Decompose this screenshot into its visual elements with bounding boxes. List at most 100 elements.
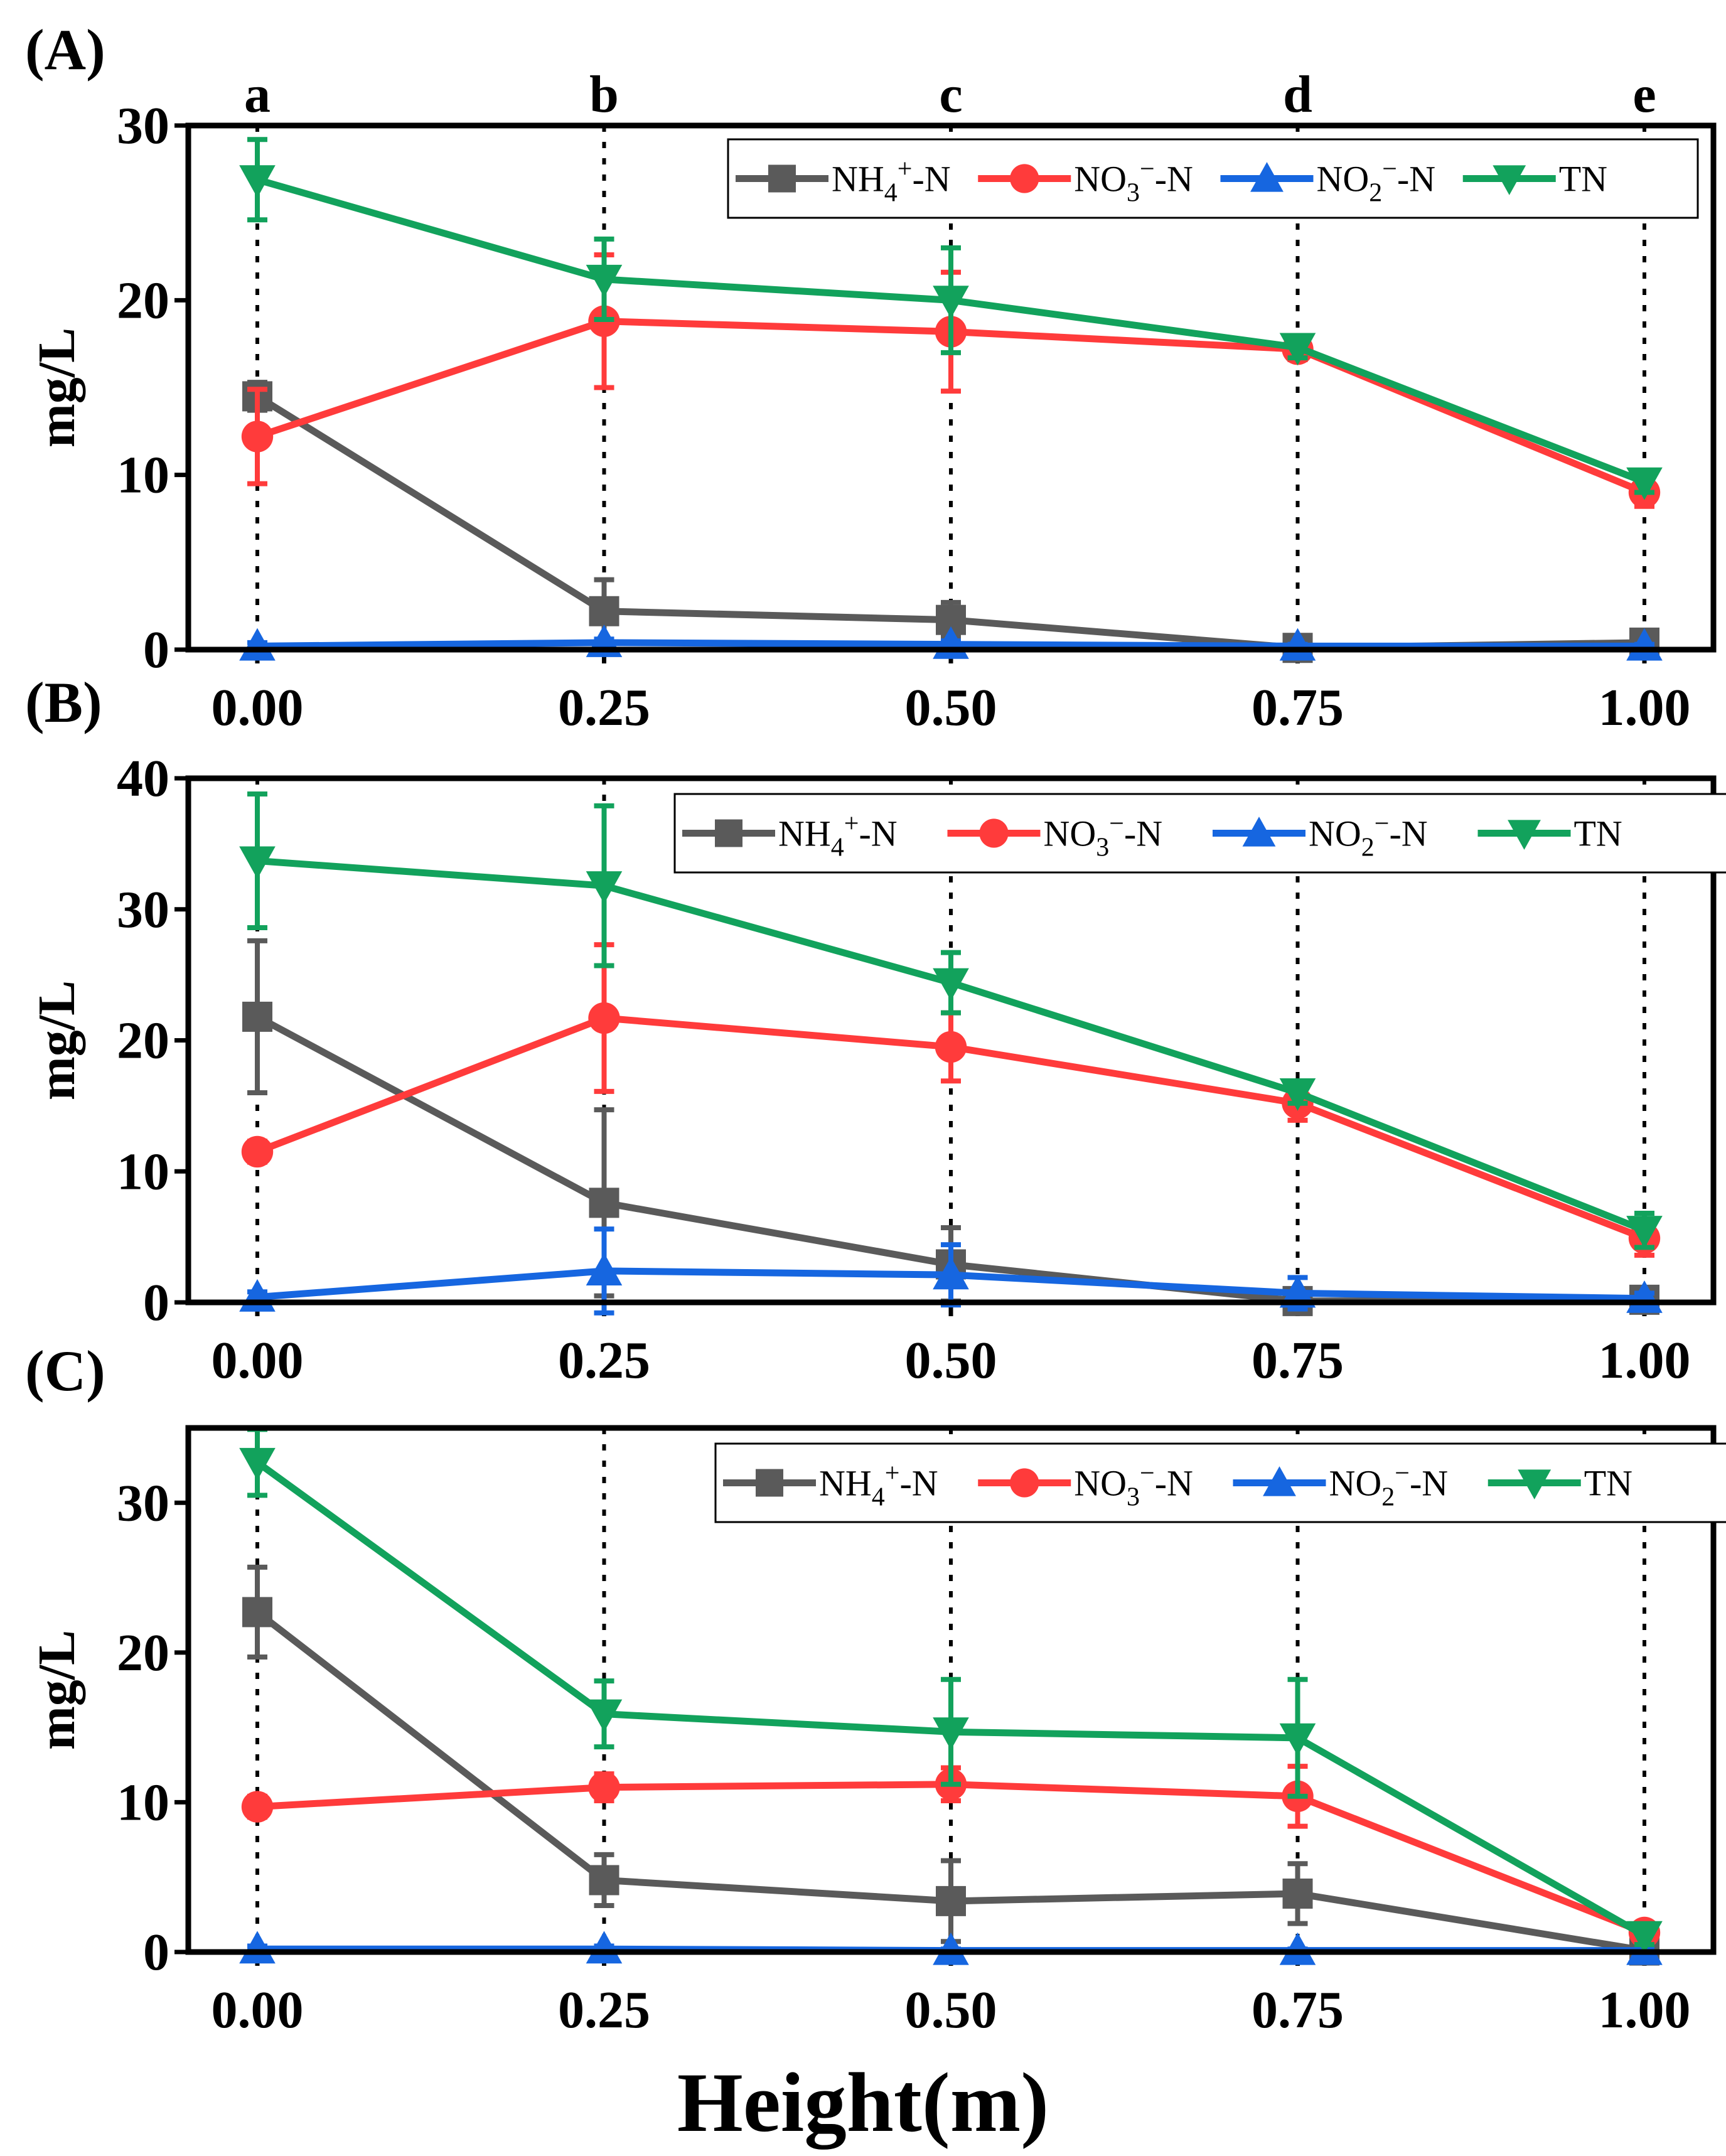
legend-label: NO3−-N bbox=[1074, 155, 1193, 208]
y-tick-label: 30 bbox=[117, 1474, 169, 1532]
data-point-no3 bbox=[241, 421, 274, 453]
legend-entry-tn: TN bbox=[1477, 813, 1622, 854]
legend-marker bbox=[1250, 162, 1284, 192]
position-label: d bbox=[1283, 65, 1312, 124]
data-point-tn bbox=[586, 264, 623, 298]
y-axis-title: mg/L bbox=[28, 328, 86, 448]
panel-label: (C) bbox=[25, 1339, 105, 1403]
legend: NH4+-N NO3−-N NO2−-N TN bbox=[727, 138, 1699, 219]
series-tn bbox=[239, 791, 1663, 1250]
legend-entry-no2: NO2−-N bbox=[1213, 810, 1428, 862]
data-point-tn bbox=[1626, 1216, 1663, 1248]
data-point-no2 bbox=[1279, 1932, 1316, 1965]
y-axis-title: mg/L bbox=[28, 1630, 86, 1750]
data-point-tn bbox=[239, 846, 276, 879]
legend-label: NH4+-N bbox=[819, 1459, 938, 1512]
data-point-no2 bbox=[1279, 628, 1316, 661]
position-label: e bbox=[1632, 65, 1656, 124]
panel-c: (C) 0 10 20 30 0.00 0.25 0.50 0.75 1.00 mg/L NH4+-N… bbox=[25, 1339, 1726, 2039]
legend-marker bbox=[979, 818, 1009, 848]
y-tick-label: 30 bbox=[117, 881, 169, 939]
x-tick-label: 0.75 bbox=[1252, 678, 1344, 737]
y-tick-label: 20 bbox=[117, 1012, 169, 1070]
data-point-no3 bbox=[241, 1135, 274, 1168]
position-label: c bbox=[939, 65, 962, 124]
data-point-no3 bbox=[588, 1002, 620, 1034]
data-point-tn bbox=[1279, 333, 1316, 366]
x-tick-label: 1.00 bbox=[1599, 1331, 1691, 1390]
data-point-tn bbox=[1279, 1723, 1316, 1756]
legend-label: NO2−-N bbox=[1329, 1459, 1449, 1512]
panel-a: (A) a b c d e 0 10 20 30 0.00 0.25 0.50 0.75 1.00 mg/L N… bbox=[25, 18, 1717, 737]
position-label: b bbox=[589, 65, 619, 124]
legend-entry-no3: NO3−-N bbox=[978, 1459, 1193, 1512]
data-point-nh4 bbox=[589, 1865, 619, 1896]
legend-marker bbox=[1518, 1469, 1552, 1499]
legend-label: NH4+-N bbox=[778, 810, 898, 862]
legend-entry-nh4: NH4+-N bbox=[736, 155, 951, 208]
legend-entry-tn: TN bbox=[1462, 159, 1607, 200]
legend-marker bbox=[1010, 1468, 1039, 1498]
data-point-tn bbox=[933, 286, 969, 319]
data-point-tn bbox=[1279, 1078, 1316, 1111]
y-tick-label: 0 bbox=[143, 1274, 169, 1332]
data-point-no3 bbox=[935, 1031, 967, 1063]
panel-label: (B) bbox=[25, 670, 102, 734]
data-point-nh4 bbox=[1282, 1878, 1313, 1909]
y-tick-label: 20 bbox=[117, 271, 169, 330]
legend: NH4+-N NO3−-N NO2−-N TN bbox=[714, 1442, 1726, 1523]
data-point-tn bbox=[586, 871, 623, 904]
x-tick-label: 1.00 bbox=[1599, 1981, 1691, 2039]
data-point-no2 bbox=[933, 1257, 969, 1290]
legend-marker bbox=[1242, 817, 1276, 847]
legend-label: NO2−-N bbox=[1317, 155, 1436, 208]
data-point-nh4 bbox=[589, 1188, 619, 1218]
y-tick-label: 0 bbox=[143, 621, 169, 679]
legend: NH4+-N NO3−-N NO2−-N TN bbox=[673, 793, 1726, 874]
legend-label: TN bbox=[1559, 159, 1607, 200]
legend-entry-no2: NO2−-N bbox=[1220, 155, 1436, 208]
legend-marker bbox=[1263, 1466, 1296, 1496]
legend-marker bbox=[715, 819, 742, 847]
x-tick-label: 0.75 bbox=[1252, 1331, 1344, 1390]
legend-label: NO3−-N bbox=[1044, 810, 1163, 862]
x-axis-title: Height(m) bbox=[677, 2056, 1049, 2150]
x-tick-label: 0.00 bbox=[212, 678, 304, 737]
y-tick-label: 30 bbox=[117, 97, 169, 155]
legend-label: TN bbox=[1574, 813, 1622, 854]
x-tick-label: 0.25 bbox=[558, 1981, 650, 2039]
y-axis-title: mg/L bbox=[28, 980, 86, 1100]
legend-entry-nh4: NH4+-N bbox=[723, 1459, 938, 1512]
series-tn bbox=[239, 1427, 1663, 1954]
y-tick-label: 20 bbox=[117, 1624, 169, 1682]
x-tick-label: 0.25 bbox=[558, 1331, 650, 1390]
legend-marker bbox=[768, 164, 796, 193]
y-tick-label: 10 bbox=[117, 1142, 169, 1201]
data-point-no2 bbox=[586, 1253, 623, 1285]
legend-label: NH4+-N bbox=[832, 155, 951, 208]
data-point-no2 bbox=[933, 1932, 969, 1965]
legend-entry-no3: NO3−-N bbox=[978, 155, 1193, 208]
data-point-no3 bbox=[588, 1771, 620, 1803]
data-point-tn bbox=[239, 165, 276, 198]
legend-entry-no3: NO3−-N bbox=[947, 810, 1163, 862]
y-tick-label: 0 bbox=[143, 1923, 169, 1982]
data-point-nh4 bbox=[589, 596, 619, 626]
legend-label: TN bbox=[1584, 1463, 1632, 1504]
data-point-tn bbox=[1626, 1921, 1663, 1954]
plot-frame bbox=[185, 775, 1717, 1306]
data-point-no3 bbox=[241, 1791, 274, 1823]
x-tick-label: 0.75 bbox=[1252, 1981, 1344, 2039]
data-point-nh4 bbox=[242, 1597, 272, 1628]
data-point-tn bbox=[1626, 467, 1663, 500]
legend-marker bbox=[1493, 165, 1526, 195]
series-tn bbox=[239, 137, 1663, 500]
plot-frame bbox=[185, 1425, 1717, 1955]
panel-b: (B) 0 10 20 30 40 0.00 0.25 0.50 0.75 1.00 mg/L NH4+… bbox=[25, 670, 1726, 1390]
legend-entry-no2: NO2−-N bbox=[1233, 1459, 1449, 1512]
data-point-nh4 bbox=[242, 1001, 272, 1032]
data-point-tn bbox=[933, 1717, 969, 1751]
plot-frame bbox=[185, 122, 1717, 653]
